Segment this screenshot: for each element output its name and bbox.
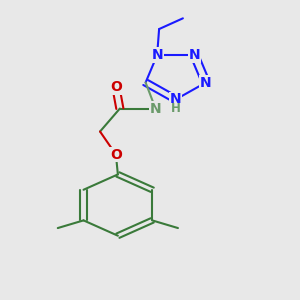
Text: H: H <box>171 102 180 115</box>
Text: N: N <box>189 48 200 62</box>
Text: N: N <box>151 48 163 62</box>
Text: N: N <box>200 76 212 89</box>
Text: N: N <box>170 92 182 106</box>
Text: O: O <box>110 148 122 161</box>
Text: O: O <box>110 80 122 94</box>
Text: N: N <box>150 101 161 116</box>
